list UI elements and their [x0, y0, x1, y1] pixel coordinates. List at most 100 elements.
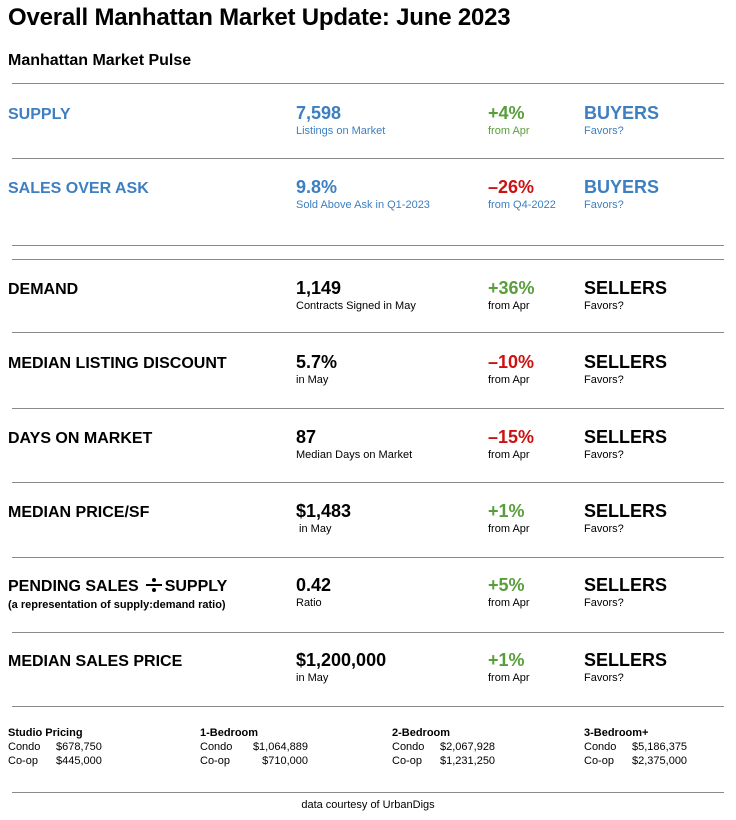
metric-change-caption: from Apr	[488, 597, 530, 609]
metric-favors-caption: Favors?	[584, 449, 624, 461]
metric-value-caption: Sold Above Ask in Q1-2023	[296, 199, 430, 211]
metric-favors-caption: Favors?	[584, 300, 624, 312]
pricing-condo-value: $2,067,928	[440, 741, 496, 753]
metric-row-sales-over-ask: SALES OVER ASK 9.8% Sold Above Ask in Q1…	[0, 177, 736, 240]
metric-label: PENDING SALES SUPPLY (a representation of…	[8, 578, 227, 611]
metric-value: $1,200,000	[296, 650, 387, 670]
pricing-condo-label: Condo	[8, 741, 41, 753]
divider	[12, 706, 724, 707]
divider	[12, 632, 724, 633]
metric-change-caption: from Apr	[488, 449, 530, 461]
metric-value: 1,149	[296, 278, 342, 298]
metric-label: SUPPLY	[8, 106, 71, 123]
metric-favors-caption: Favors?	[584, 125, 624, 137]
divider	[12, 792, 724, 793]
metric-change: +36%	[488, 278, 535, 298]
metric-favors-caption: Favors?	[584, 199, 624, 211]
divider	[12, 557, 724, 558]
pricing-condo-label: Condo	[200, 741, 233, 753]
pricing-coop-value: $710,000	[262, 755, 308, 767]
metric-label-part: SUPPLY	[164, 578, 228, 595]
metric-label: MEDIAN LISTING DISCOUNT	[8, 355, 227, 372]
divider	[12, 332, 724, 333]
metric-label: DEMAND	[8, 281, 79, 298]
metric-change: +5%	[488, 575, 525, 595]
metric-change-caption: from Apr	[488, 523, 530, 535]
metric-change: +1%	[488, 501, 525, 521]
metric-label: MEDIAN SALES PRICE	[8, 653, 183, 670]
divider	[12, 259, 724, 260]
pricing-condo-value: $5,186,375	[632, 741, 688, 753]
metric-row-demand: DEMAND 1,149 Contracts Signed in May +36…	[0, 278, 736, 341]
pricing-coop-label: Co-op	[8, 755, 38, 767]
pricing-1-bedroom: 1-Bedroom Condo $1,064,889 Co-op $710,000	[200, 726, 308, 768]
metric-label-part: PENDING SALES	[8, 578, 139, 595]
pricing-heading: Studio Pricing	[8, 727, 83, 739]
metric-change: +1%	[488, 650, 525, 670]
metric-favors-caption: Favors?	[584, 374, 624, 386]
metric-change: –10%	[488, 352, 535, 372]
pricing-2-bedroom: 2-Bedroom Condo $2,067,928 Co-op $1,231,25…	[392, 726, 495, 768]
pricing-heading: 2-Bedroom	[392, 727, 451, 739]
pricing-condo-value: $1,064,889	[252, 741, 308, 753]
page-title: Overall Manhattan Market Update: June 20…	[8, 4, 511, 31]
metric-change-caption: from Apr	[488, 374, 530, 386]
metric-value-caption: Listings on Market	[296, 125, 386, 137]
metric-value: 7,598	[296, 103, 342, 123]
metric-value: 87	[296, 427, 317, 447]
metric-favors: SELLERS	[584, 650, 668, 670]
metric-row-days-on-market: DAYS ON MARKET 87 Median Days on Market …	[0, 427, 736, 490]
divide-icon	[145, 578, 163, 592]
metric-change: –15%	[488, 427, 535, 447]
pricing-coop-value: $2,375,000	[632, 755, 688, 767]
metric-favors: SELLERS	[584, 575, 668, 595]
metric-change-caption: from Q4-2022	[488, 199, 556, 211]
metric-value-caption: in May	[296, 374, 329, 386]
metric-row-median-price-sf: MEDIAN PRICE/SF $1,483 in May +1% from A…	[0, 501, 736, 564]
metric-favors: BUYERS	[584, 103, 660, 123]
pricing-condo-label: Condo	[392, 741, 425, 753]
pricing-condo-label: Condo	[584, 741, 617, 753]
metric-value-caption: in May	[296, 672, 329, 684]
metric-change-caption: from Apr	[488, 300, 530, 312]
divider	[12, 482, 724, 483]
metric-value: 5.7%	[296, 352, 338, 372]
metric-favors: SELLERS	[584, 278, 668, 298]
divider	[12, 245, 724, 246]
divider	[12, 83, 724, 84]
pricing-coop-value: $1,231,250	[440, 755, 496, 767]
metric-favors-caption: Favors?	[584, 523, 624, 535]
pricing-heading: 3-Bedroom+	[584, 727, 649, 739]
divider	[12, 158, 724, 159]
metric-label: SALES OVER ASK	[8, 180, 149, 197]
metric-change-caption: from Apr	[488, 672, 530, 684]
metric-value-caption: Contracts Signed in May	[296, 300, 416, 312]
metric-value-caption: Median Days on Market	[296, 449, 413, 461]
metric-row-median-sales-price: MEDIAN SALES PRICE $1,200,000 in May +1%…	[0, 650, 736, 713]
metric-favors-caption: Favors?	[584, 672, 624, 684]
pricing-coop-label: Co-op	[584, 755, 614, 767]
metric-value: 0.42	[296, 575, 332, 595]
pricing-coop-label: Co-op	[392, 755, 422, 767]
metric-value: 9.8%	[296, 177, 338, 197]
metric-row-pending-sales-supply: PENDING SALES SUPPLY (a representation of…	[0, 575, 736, 638]
divider	[12, 408, 724, 409]
metric-row-supply: SUPPLY 7,598 Listings on Market +4% from…	[0, 103, 736, 166]
metric-value: $1,483	[296, 501, 352, 521]
pricing-heading: 1-Bedroom	[200, 727, 259, 739]
pricing-coop-value: $445,000	[56, 755, 102, 767]
metric-favors: SELLERS	[584, 352, 668, 372]
metric-label: DAYS ON MARKET	[8, 430, 153, 447]
metric-value-caption: Ratio	[296, 597, 322, 609]
metric-favors: SELLERS	[584, 427, 668, 447]
metric-value-caption: in May	[296, 523, 332, 535]
pricing-coop-label: Co-op	[200, 755, 230, 767]
pricing-studio: Studio Pricing Condo $678,750 Co-op $445,0…	[8, 726, 102, 768]
metric-change: +4%	[488, 103, 525, 123]
metric-label-note: (a representation of supply:demand ratio…	[8, 599, 226, 611]
metric-favors: SELLERS	[584, 501, 668, 521]
metric-change-caption: from Apr	[488, 125, 530, 137]
metric-label: MEDIAN PRICE/SF	[8, 504, 150, 521]
metric-favors-caption: Favors?	[584, 597, 624, 609]
data-credit: data courtesy of UrbanDigs	[301, 799, 435, 811]
